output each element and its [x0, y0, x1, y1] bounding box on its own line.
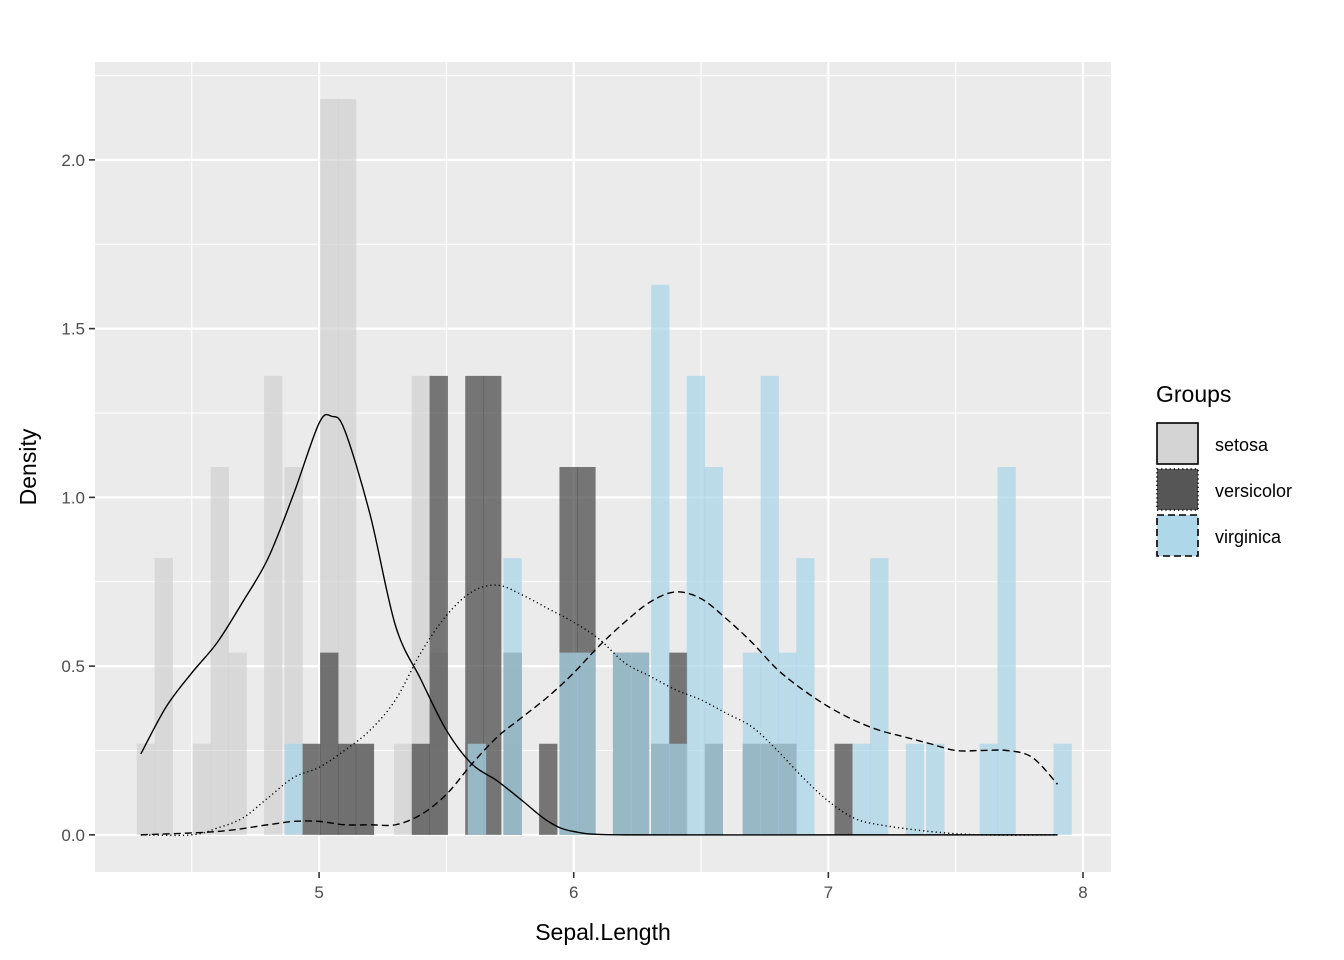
density-curves	[140, 413, 1059, 837]
bar-versicolor	[483, 375, 502, 835]
y-tick-label: 1.0	[61, 488, 85, 507]
bar-virginica	[742, 652, 762, 835]
bar-virginica	[778, 652, 797, 835]
x-tick-label: 5	[314, 883, 323, 902]
bar-setosa	[284, 467, 303, 835]
density-curve-virginica	[140, 591, 1059, 836]
bar-setosa	[337, 99, 357, 835]
bar-setosa	[264, 375, 283, 835]
y-axis-title: Density	[15, 428, 41, 505]
bar-setosa	[210, 467, 229, 835]
legend-swatch-virginica	[1156, 514, 1199, 557]
bar-versicolor	[302, 743, 321, 835]
bar-versicolor	[429, 375, 448, 835]
bar-setosa	[411, 375, 431, 835]
y-tick-label: 0.0	[61, 826, 85, 845]
bar-virginica	[870, 558, 889, 835]
bar-versicolor	[834, 743, 853, 835]
bar-virginica	[926, 743, 945, 835]
bar-versicolor	[355, 743, 375, 835]
legend: Groups setosa versicolor virginica	[1156, 381, 1292, 557]
y-tick-label: 2.0	[61, 151, 85, 170]
bar-versicolor	[539, 743, 558, 835]
bar-setosa	[393, 743, 413, 835]
bar-virginica	[686, 375, 706, 835]
legend-keys: setosa versicolor virginica	[1156, 422, 1292, 557]
x-tick-label: 8	[1078, 883, 1087, 902]
bar-virginica	[577, 652, 596, 835]
bar-setosa	[192, 743, 212, 835]
bar-virginica	[979, 743, 998, 835]
bar-versicolor	[465, 375, 484, 835]
bar-virginica	[852, 743, 871, 835]
bar-versicolor	[411, 743, 431, 835]
density-curve-setosa	[140, 413, 1058, 836]
bar-virginica	[1053, 743, 1072, 835]
bar-virginica	[905, 743, 925, 835]
bar-setosa	[154, 558, 173, 835]
bar-virginica	[704, 467, 723, 835]
bar-setosa	[136, 743, 156, 835]
bar-virginica	[503, 558, 522, 835]
x-axis: 5 6 7 8	[314, 872, 1088, 902]
x-axis-title: Sepal.Length	[535, 919, 671, 945]
legend-title: Groups	[1156, 381, 1231, 407]
bar-virginica	[630, 652, 650, 835]
legend-label-versicolor: versicolor	[1215, 481, 1292, 501]
bar-setosa	[228, 652, 247, 835]
legend-label-virginica: virginica	[1215, 527, 1282, 547]
legend-label-setosa: setosa	[1215, 435, 1269, 455]
bar-virginica	[668, 743, 688, 835]
bar-virginica	[284, 743, 303, 835]
bar-versicolor	[320, 652, 339, 835]
bar-setosa	[320, 99, 339, 835]
legend-swatch-versicolor	[1156, 468, 1199, 511]
y-axis: 0.0 0.5 1.0 1.5 2.0	[61, 151, 95, 845]
y-tick-label: 1.5	[61, 320, 85, 339]
bar-virginica	[612, 652, 632, 835]
bar-virginica	[559, 652, 578, 835]
x-tick-label: 7	[824, 883, 833, 902]
bar-virginica	[760, 375, 779, 835]
y-tick-label: 0.5	[61, 657, 85, 676]
bar-virginica	[997, 467, 1016, 835]
bar-virginica	[651, 284, 670, 835]
x-tick-label: 6	[569, 883, 578, 902]
legend-swatch-setosa	[1156, 422, 1199, 465]
density-curve-versicolor	[140, 584, 1058, 837]
histogram-bars	[136, 99, 1072, 835]
bar-virginica	[467, 743, 487, 835]
bar-versicolor	[337, 743, 357, 835]
bar-virginica	[796, 558, 815, 835]
